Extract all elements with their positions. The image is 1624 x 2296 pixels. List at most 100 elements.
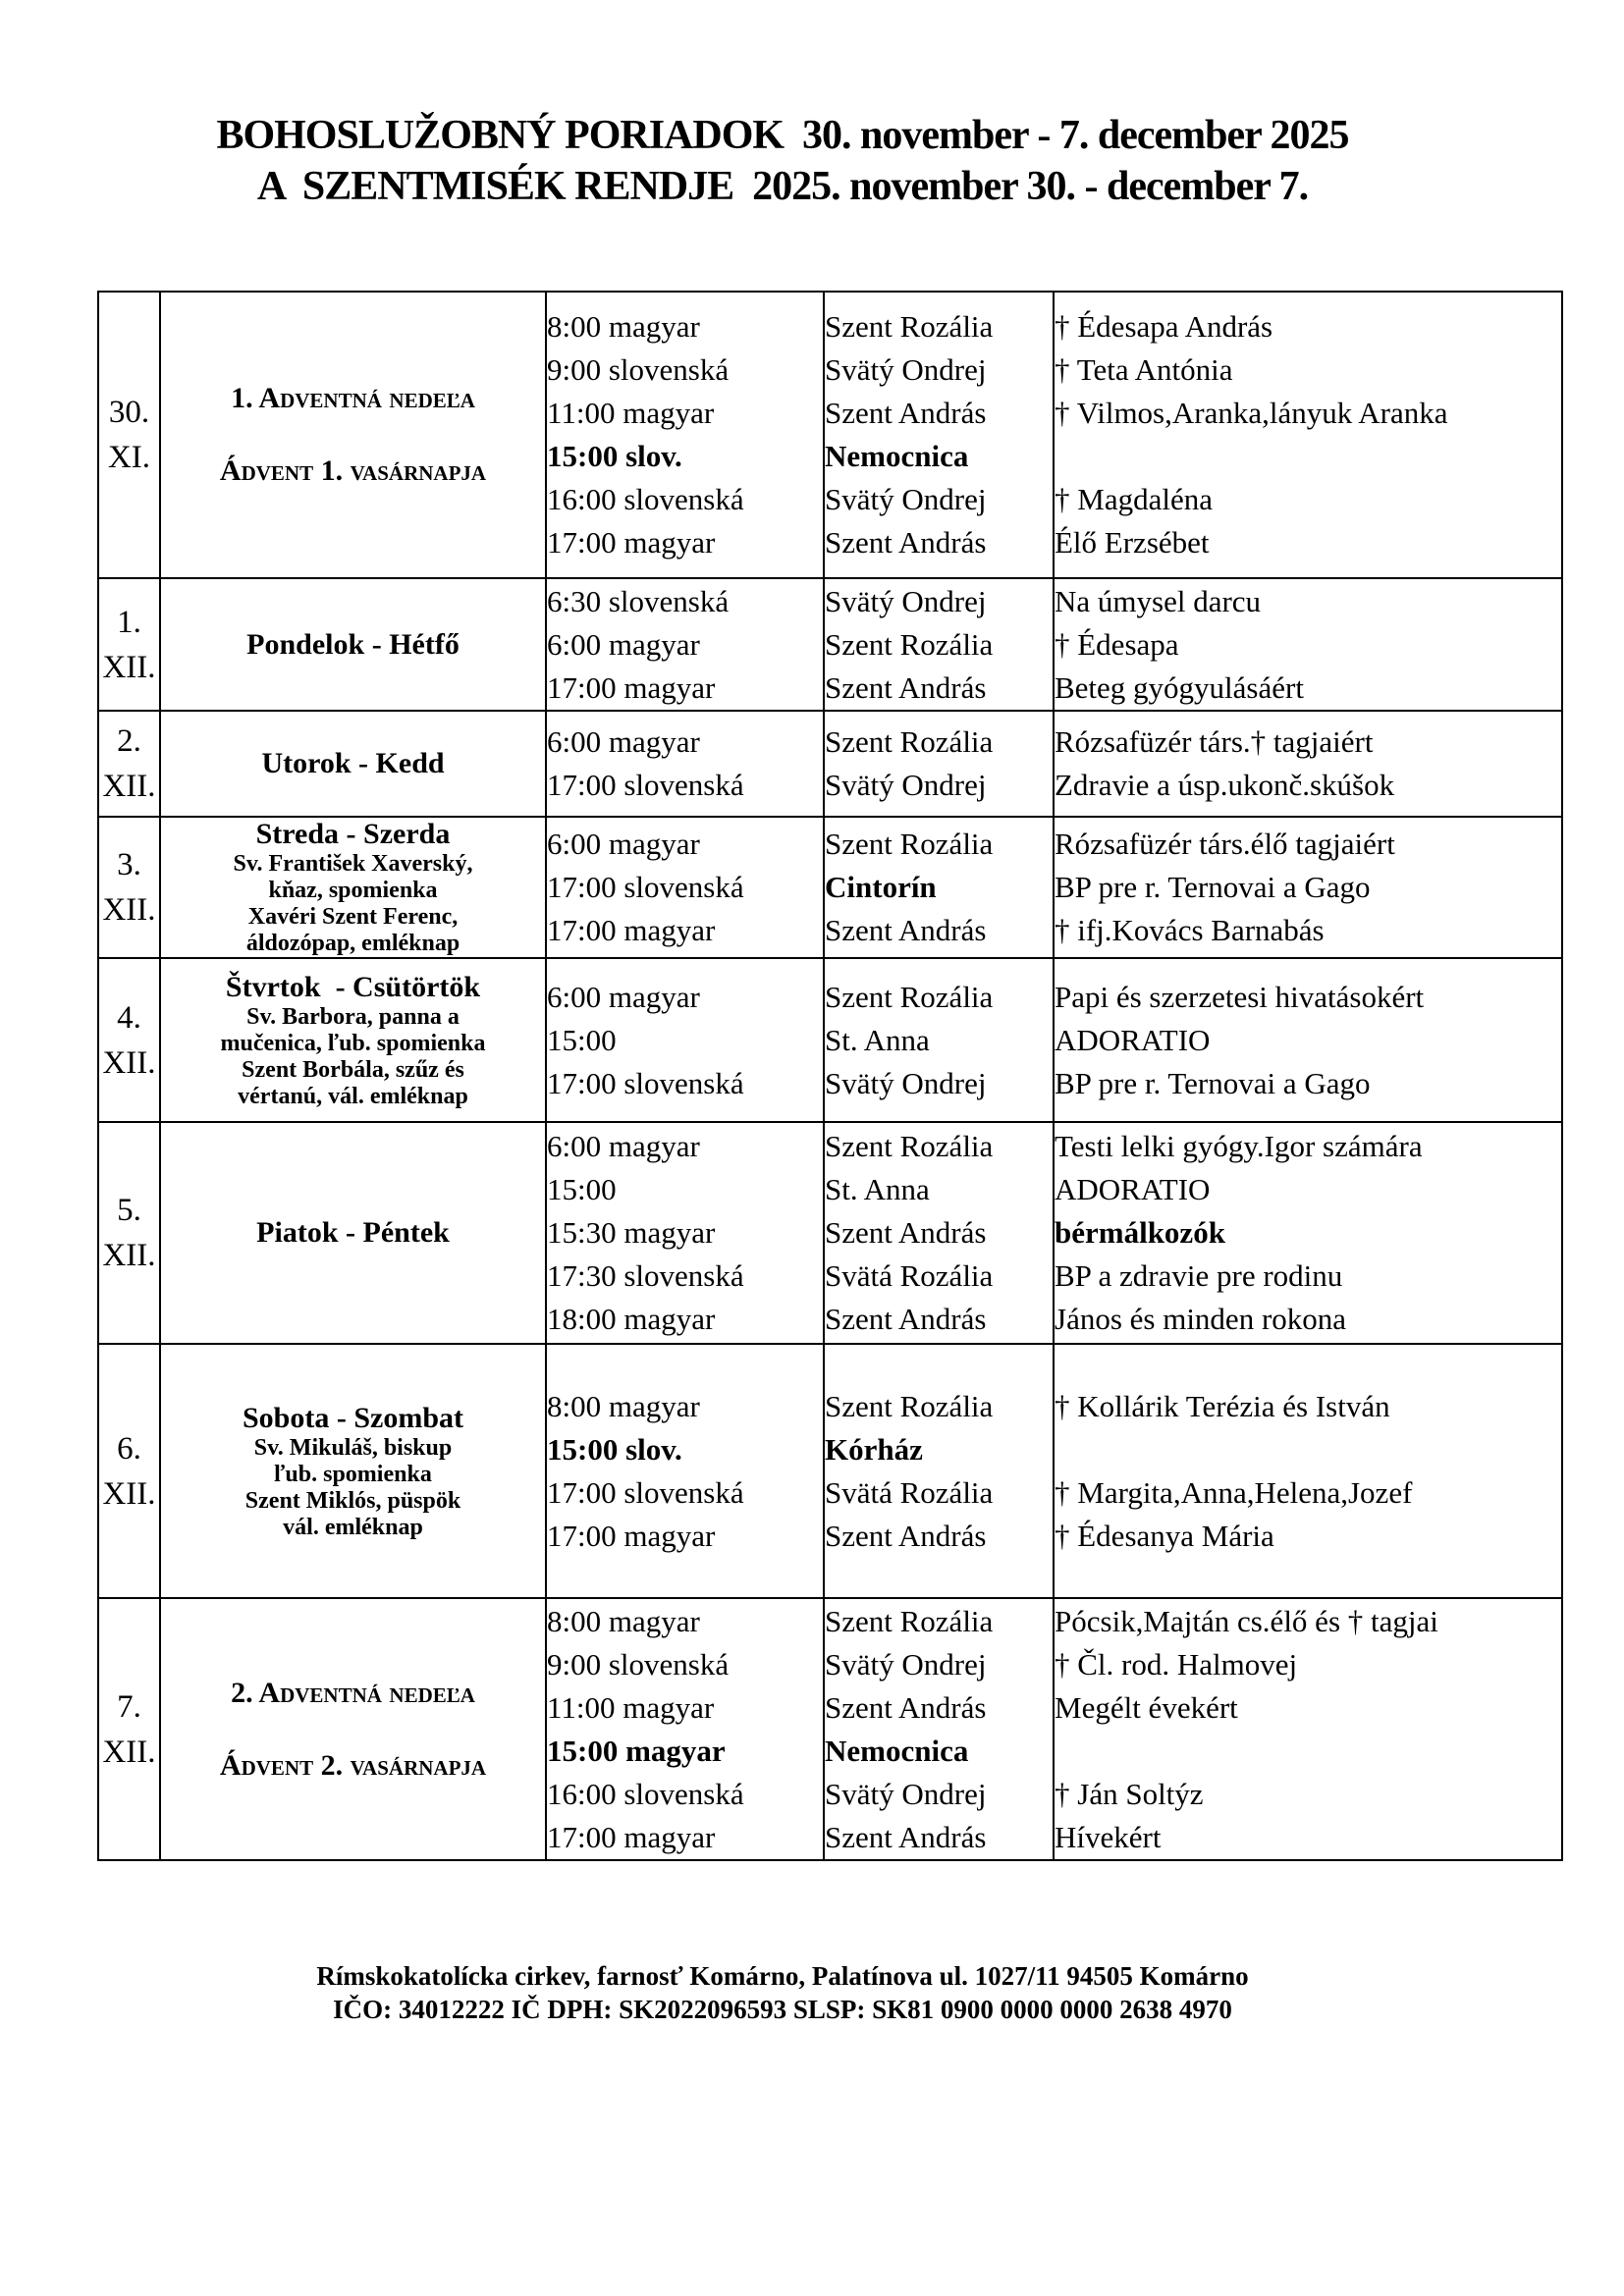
mass-time-line: 6:00 magyar <box>547 979 700 1014</box>
church-line: Szent András <box>825 1819 987 1854</box>
intention-line: † Teta Antónia <box>1055 352 1233 387</box>
intention-line: BP pre r. Ternovai a Gago <box>1055 870 1371 904</box>
date-line: XII. <box>102 769 156 804</box>
page-title-line-1: BOHOSLUŽOBNÝ PORIADOK 30. november - 7. … <box>216 113 1349 158</box>
day-name-line: ľub. spomienka <box>274 1461 432 1487</box>
mass-times-cell: 8:00 magyar 9:00 slovenská 11:00 magyar 15:… <box>545 1597 825 1861</box>
intention-line: † Vilmos,Aranka,lányuk Aranka <box>1055 396 1448 430</box>
date-cell: 6. XII. <box>97 1343 161 1599</box>
date-line: 5. <box>117 1193 141 1228</box>
date-cell: 3. XII. <box>97 816 161 959</box>
church-line: Szent Rozália <box>825 724 994 759</box>
intention-line: † Margita,Anna,Helena,Jozef <box>1055 1474 1413 1510</box>
church-line: Szent András <box>825 396 987 430</box>
church-line: St. Anna <box>825 1172 930 1206</box>
mass-time-line: 15:00 <box>547 1022 617 1057</box>
date-line: 4. <box>117 999 141 1036</box>
church-line: Svätý Ondrej <box>825 482 987 516</box>
day-name-line: Utorok - Kedd <box>261 747 445 779</box>
schedule-row: 6. XII. Sobota - Szombat Sv. Mikuláš, bisku… <box>97 1343 1563 1599</box>
mass-time-line: 17:30 slovenská <box>547 1258 744 1293</box>
date-line: 1. <box>117 604 141 640</box>
church-line: Szent Rozália <box>825 309 994 344</box>
intention-cell: † Édesapa András † Teta Antónia † Vilmos,A… <box>1053 291 1563 579</box>
church-line: Svätý Ondrej <box>825 1776 987 1811</box>
day-name-line: kňaz, spomienka <box>268 878 438 903</box>
intention-line: bérmálkozók <box>1055 1215 1225 1250</box>
intention-line: Élő Erzsébet <box>1055 525 1210 560</box>
date-line: 30. <box>108 395 150 430</box>
day-name-line: Sv. Barbora, panna a <box>246 1003 460 1030</box>
intention-line: Papi és szerzetesi hivatásokért <box>1055 979 1425 1014</box>
mass-time-line: 15:30 magyar <box>547 1215 716 1250</box>
mass-time-line: 11:00 magyar <box>547 396 715 430</box>
mass-time-line: 17:00 slovenská <box>547 870 744 904</box>
intention-cell: † Kollárik Terézia és István † Margita,A… <box>1053 1343 1563 1599</box>
mass-time-line: 16:00 slovenská <box>547 1776 744 1811</box>
mass-times-cell: 6:00 magyar 15:00 15:30 magyar 17:30 sloven… <box>545 1121 825 1345</box>
church-line: Szent Rozália <box>825 979 994 1014</box>
church-line: Szent András <box>825 1215 987 1250</box>
day-name-cell: Piatok - Péntek <box>159 1121 547 1345</box>
intention-line: Rózsafüzér társ.† tagjaiért <box>1055 724 1374 759</box>
mass-time-line: 11:00 magyar <box>547 1689 715 1725</box>
day-name-cell: Pondelok - Hétfő <box>159 577 547 712</box>
day-name-line: Streda - Szerda <box>255 818 451 850</box>
date-line: 3. <box>117 847 141 882</box>
church-line: Szent András <box>825 913 987 947</box>
intention-line: † Čl. rod. Halmovej <box>1055 1646 1298 1682</box>
date-line: XII. <box>102 1475 156 1512</box>
church-cell: Svätý Ondrej Szent Rozália Szent András <box>823 577 1055 712</box>
intention-cell: Testi lelki gyógy.Igor számára ADORATIO bé… <box>1053 1121 1563 1345</box>
mass-time-line: 8:00 magyar <box>547 309 700 344</box>
schedule-row: 3. XII. Streda - Szerda Sv. František Xaver… <box>97 816 1563 959</box>
intention-cell: Rózsafüzér társ.† tagjaiért Zdravie a úsp… <box>1053 710 1563 818</box>
mass-time-line: 15:00 slov. <box>547 1431 682 1467</box>
mass-time-line: 17:00 magyar <box>547 1819 716 1854</box>
mass-time-line: 6:00 magyar <box>547 827 700 861</box>
intention-line: ADORATIO <box>1055 1022 1211 1057</box>
mass-time-line: 6:00 magyar <box>547 626 700 662</box>
day-name-cell: 1. Adventná nedeľa Ádvent 1. vasárnapja <box>159 291 547 579</box>
day-name-line: Štvrtok - Csütörtök <box>225 970 481 1003</box>
day-name-line: mučenica, ľub. spomienka <box>220 1030 486 1056</box>
mass-time-line: 15:00 <box>547 1172 617 1206</box>
church-line: Szent Rozália <box>825 626 994 662</box>
intention-line: † Édesapa András <box>1055 309 1273 344</box>
day-name-cell: Sobota - Szombat Sv. Mikuláš, biskup ľub. … <box>159 1343 547 1599</box>
church-line: Kórház <box>825 1431 923 1467</box>
intention-line <box>1056 1730 1560 1773</box>
mass-time-line: 17:00 magyar <box>547 1518 716 1553</box>
intention-line: † Ján Soltýz <box>1055 1776 1204 1811</box>
church-line: Svätý Ondrej <box>825 1646 987 1682</box>
intention-line: János és minden rokona <box>1055 1302 1347 1336</box>
church-cell: Szent Rozália Svätý Ondrej Szent András Nem… <box>823 291 1055 579</box>
mass-schedule-table-body: 30. XI. 1. Adventná nedeľa Ádvent 1. vasár… <box>97 291 1563 1861</box>
mass-time-line: 16:00 slovenská <box>547 482 744 516</box>
page-title: BOHOSLUŽOBNÝ PORIADOK 30. november - 7. … <box>0 110 1565 212</box>
date-line: XI. <box>107 440 151 475</box>
mass-time-line: 8:00 magyar <box>547 1603 700 1638</box>
mass-times-cell: 6:00 magyar 15:00 17:00 slovenská <box>545 957 825 1123</box>
church-line: Szent András <box>825 1689 987 1725</box>
mass-time-line: 17:00 slovenská <box>547 1065 744 1100</box>
day-name-line: Xavéri Szent Ferenc, <box>247 904 459 930</box>
mass-times-cell: 8:00 magyar 9:00 slovenská 11:00 magyar 15:… <box>545 291 825 579</box>
day-name-line: vál. emléknap <box>283 1514 423 1540</box>
day-name-line: Ádvent 1. vasárnapja <box>219 454 487 487</box>
day-name-line: Szent Borbála, szűz és <box>242 1056 464 1083</box>
church-cell: Szent Rozália Svätý Ondrej <box>823 710 1055 818</box>
mass-time-line: 17:00 slovenská <box>547 768 744 802</box>
date-cell: 7. XII. <box>97 1597 161 1861</box>
church-line: Szent Rozália <box>825 827 994 861</box>
page-title-line-2: A SZENTMISÉK RENDJE 2025. november 30. -… <box>256 164 1309 209</box>
mass-time-line: 6:00 magyar <box>547 724 700 759</box>
intention-line: Testi lelki gyógy.Igor számára <box>1055 1129 1423 1163</box>
mass-times-cell: 6:30 slovenská 6:00 magyar 17:00 magyar <box>545 577 825 712</box>
church-line: Szent Rozália <box>825 1129 994 1163</box>
mass-time-line: 8:00 magyar <box>547 1388 700 1423</box>
mass-time-line: 15:00 magyar <box>547 1733 726 1768</box>
church-line: Svätý Ondrej <box>825 768 987 802</box>
day-name-line: áldozópap, emléknap <box>245 931 460 956</box>
